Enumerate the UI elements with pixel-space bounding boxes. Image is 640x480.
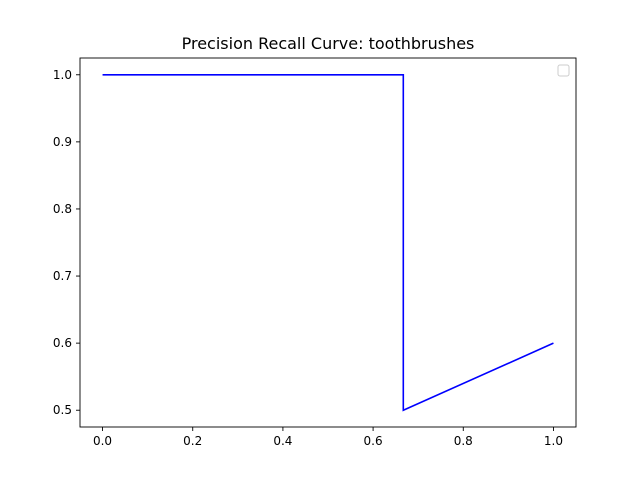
x-tick-label: 0.6 (364, 434, 383, 448)
x-tick-label: 0.8 (454, 434, 473, 448)
y-tick-label: 0.7 (53, 269, 72, 283)
x-tick-label: 1.0 (544, 434, 563, 448)
x-tick-label: 0.0 (93, 434, 112, 448)
chart-title: Precision Recall Curve: toothbrushes (182, 34, 475, 53)
x-tick-label: 0.2 (183, 434, 202, 448)
y-tick-label: 0.9 (53, 135, 72, 149)
x-tick-label: 0.4 (273, 434, 292, 448)
axes-frame (79, 57, 577, 428)
y-tick-label: 0.8 (53, 202, 72, 216)
plot-area: 0.0 0.2 0.4 0.6 0.8 1.0 0.5 0.6 0.7 0.8 0.9 1.0 (53, 57, 577, 448)
y-tick-label: 1.0 (53, 68, 72, 82)
y-tick-label: 0.6 (53, 336, 72, 350)
y-tick-label: 0.5 (53, 403, 72, 417)
legend-box (557, 64, 570, 77)
series-line-0 (102, 73, 554, 412)
